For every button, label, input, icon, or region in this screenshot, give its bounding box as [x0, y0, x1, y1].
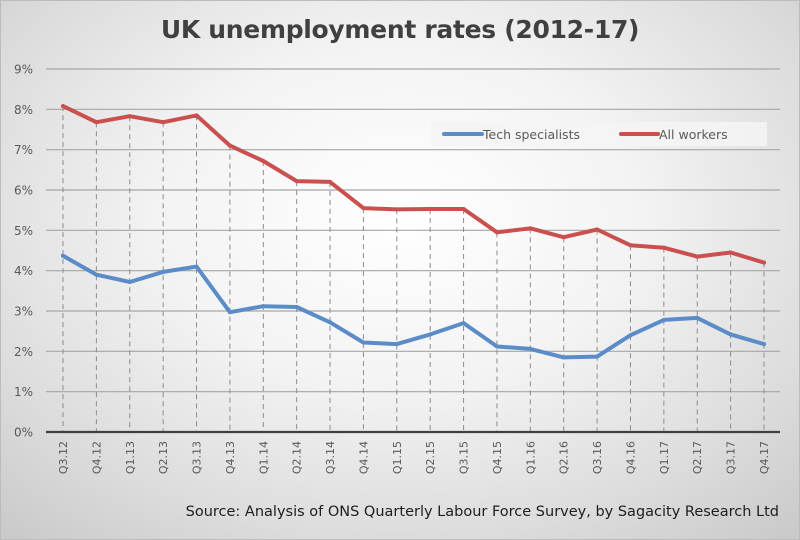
- data-point-tech-specialists: [661, 317, 666, 322]
- gridlines: [46, 68, 780, 393]
- x-tick-label: Q1.15: [391, 441, 404, 474]
- data-point-tech-specialists: [762, 342, 766, 347]
- data-point-all-workers: [762, 260, 766, 265]
- data-point-tech-specialists: [561, 355, 566, 360]
- x-tick-label: Q2.17: [691, 441, 704, 474]
- data-point-all-workers: [494, 230, 499, 235]
- x-tick-label: Q1.17: [658, 441, 671, 474]
- data-point-tech-specialists: [294, 304, 299, 309]
- series-line-all-workers: [61, 104, 766, 265]
- x-tick-label: Q2.15: [424, 441, 437, 474]
- data-point-tech-specialists: [595, 354, 600, 359]
- data-point-tech-specialists: [461, 321, 466, 326]
- x-tick-label: Q4.15: [491, 441, 504, 474]
- data-point-tech-specialists: [428, 332, 433, 337]
- data-point-tech-specialists: [695, 315, 700, 320]
- data-point-all-workers: [294, 179, 299, 184]
- data-point-tech-specialists: [227, 310, 232, 315]
- y-tick-label: 0%: [14, 426, 33, 440]
- y-tick-label: 1%: [14, 385, 33, 399]
- data-point-tech-specialists: [728, 332, 733, 337]
- x-tick-label: Q3.12: [57, 441, 70, 474]
- x-tick-label: Q2.16: [558, 441, 571, 474]
- series-lines: [61, 104, 766, 360]
- x-tick-label: Q3.14: [324, 441, 337, 474]
- data-point-all-workers: [595, 227, 600, 232]
- series-line-tech-specialists: [61, 253, 766, 360]
- data-point-tech-specialists: [394, 342, 399, 347]
- data-point-all-workers: [227, 143, 232, 148]
- x-tick-label: Q4.13: [224, 441, 237, 474]
- data-point-tech-specialists: [127, 279, 132, 284]
- x-tick-label: Q3.17: [725, 441, 738, 474]
- data-point-tech-specialists: [628, 333, 633, 338]
- x-tick-label: Q1.13: [124, 441, 137, 474]
- data-point-tech-specialists: [494, 344, 499, 349]
- x-tick-label: Q4.14: [357, 441, 370, 474]
- y-tick-label: 2%: [14, 345, 33, 359]
- data-point-tech-specialists: [161, 269, 166, 274]
- x-tick-label: Q2.14: [291, 441, 304, 474]
- x-tick-label: Q3.15: [458, 441, 471, 474]
- data-point-all-workers: [94, 120, 99, 125]
- data-point-all-workers: [461, 206, 466, 211]
- legend-label-tech-specialists: Tech specialists: [482, 127, 580, 142]
- data-point-all-workers: [194, 113, 199, 118]
- drop-lines: [62, 106, 765, 432]
- data-point-all-workers: [628, 243, 633, 248]
- legend-label-all-workers: All workers: [659, 127, 728, 142]
- x-tick-label: Q3.16: [591, 441, 604, 474]
- y-tick-label: 8%: [14, 103, 33, 117]
- data-point-tech-specialists: [94, 272, 99, 277]
- data-point-all-workers: [695, 254, 700, 259]
- data-point-tech-specialists: [528, 346, 533, 351]
- y-tick-label: 9%: [14, 63, 33, 77]
- data-point-all-workers: [61, 104, 65, 109]
- x-tick-label: Q2.13: [157, 441, 170, 474]
- chart-source-note: Source: Analysis of ONS Quarterly Labour…: [185, 504, 779, 520]
- y-tick-label: 4%: [14, 264, 33, 278]
- data-point-tech-specialists: [261, 304, 266, 309]
- data-point-all-workers: [528, 226, 533, 231]
- x-tick-label: Q4.17: [758, 441, 771, 474]
- x-tick-label: Q4.16: [624, 441, 637, 474]
- x-tick-label: Q1.14: [257, 441, 270, 474]
- data-point-all-workers: [394, 207, 399, 212]
- axes: 0% 1% 2% 3% 4% 5% 6% 7% 8% 9% Q3.12 Q4.12 Q1.13 Q2.13…: [14, 63, 780, 474]
- y-tick-label: 7%: [14, 143, 33, 157]
- data-point-all-workers: [728, 250, 733, 255]
- x-tick-label: Q1.16: [524, 441, 537, 474]
- data-point-all-workers: [561, 235, 566, 240]
- data-point-all-workers: [361, 206, 366, 211]
- data-point-all-workers: [661, 245, 666, 250]
- data-point-tech-specialists: [61, 253, 65, 258]
- x-tick-label: Q3.13: [191, 441, 204, 474]
- data-point-tech-specialists: [328, 320, 333, 325]
- chart-title: UK unemployment rates (2012-17): [160, 15, 640, 44]
- data-point-tech-specialists: [194, 264, 199, 269]
- legend-box: [431, 122, 767, 146]
- y-tick-label: 6%: [14, 184, 33, 198]
- data-point-all-workers: [161, 120, 166, 125]
- data-point-all-workers: [428, 206, 433, 211]
- data-point-all-workers: [127, 114, 132, 119]
- y-tick-label: 3%: [14, 305, 33, 319]
- data-point-all-workers: [328, 179, 333, 184]
- data-point-all-workers: [261, 158, 266, 163]
- legend: Tech specialists All workers: [431, 122, 767, 146]
- x-tick-label: Q4.12: [90, 441, 103, 474]
- data-point-tech-specialists: [361, 340, 366, 345]
- y-tick-label: 5%: [14, 224, 33, 238]
